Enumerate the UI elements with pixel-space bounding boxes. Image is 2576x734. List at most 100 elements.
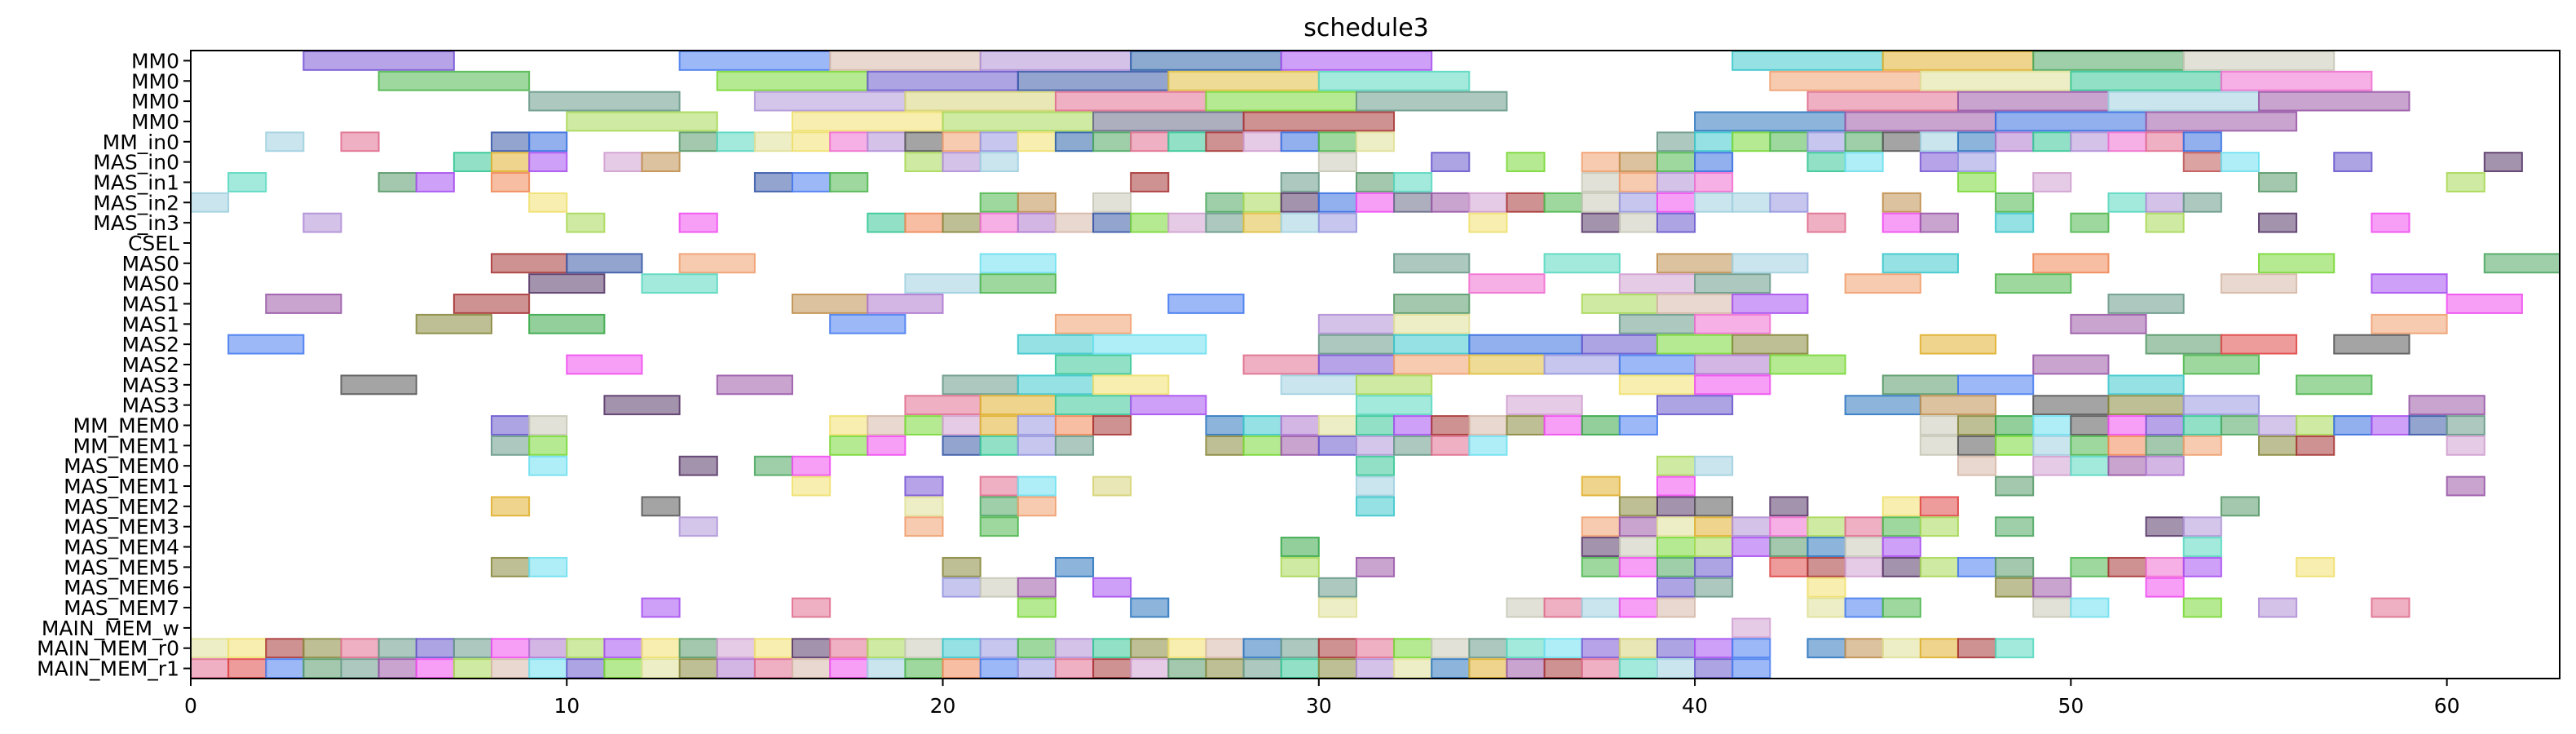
task-bar-485 <box>1618 638 1658 659</box>
task-bar-378 <box>1844 516 1884 537</box>
task-bar-5 <box>1280 50 1433 71</box>
task-bar-121 <box>979 192 1019 213</box>
task-bar-202 <box>1581 294 1658 314</box>
task-bar-257 <box>979 395 1056 416</box>
task-bar-71 <box>1995 131 2035 153</box>
task-bar-476 <box>1280 638 1320 659</box>
task-bar-95 <box>1956 152 1997 173</box>
task-bar-49 <box>904 131 944 153</box>
y-tick-label: MAS_MEM5 <box>64 555 179 579</box>
task-bar-307 <box>528 435 568 456</box>
task-bar-74 <box>2107 131 2147 153</box>
task-bar-522 <box>1205 658 1245 679</box>
task-bar-114 <box>1694 172 1734 192</box>
y-tick-label: MM0 <box>131 90 179 113</box>
task-bar-214 <box>1694 313 1771 334</box>
task-bar-521 <box>1167 658 1207 679</box>
task-bar-97 <box>2220 152 2260 173</box>
task-bar-27 <box>1956 91 2110 112</box>
task-bar-201 <box>1393 294 1471 314</box>
task-bar-156 <box>1167 212 1207 233</box>
task-bar-229 <box>2333 334 2411 355</box>
task-bar-56 <box>1167 131 1207 153</box>
task-bar-53 <box>1054 131 1095 153</box>
task-bar-458 <box>603 638 643 659</box>
y-tick-label: MAS_MEM0 <box>64 454 179 478</box>
task-bar-1 <box>678 50 831 71</box>
task-bar-15 <box>1317 70 1471 91</box>
task-bar-18 <box>2070 70 2222 91</box>
task-bar-87 <box>1506 152 1546 173</box>
task-bar-349 <box>1092 475 1132 497</box>
y-tick-label: MM_MEM0 <box>73 414 179 438</box>
task-bar-79 <box>528 152 568 173</box>
task-bar-183 <box>2257 253 2336 274</box>
task-bar-363 <box>1694 496 1734 517</box>
task-bar-60 <box>1317 131 1357 153</box>
task-bar-165 <box>1806 212 1846 233</box>
task-bar-137 <box>1694 192 1734 213</box>
task-bar-406 <box>1806 556 1846 577</box>
task-bar-25 <box>1355 91 1508 112</box>
task-bar-324 <box>1995 435 2035 456</box>
task-bar-219 <box>1092 334 1207 355</box>
task-bar-45 <box>753 131 794 153</box>
task-bar-340 <box>1956 455 1997 476</box>
task-bar-289 <box>1581 415 1621 436</box>
y-tick-label: MAS3 <box>122 374 179 397</box>
task-bar-270 <box>528 415 568 436</box>
task-bar-260 <box>1355 395 1433 416</box>
task-bar-180 <box>1731 253 1809 274</box>
task-bar-92 <box>1806 152 1846 173</box>
task-bar-122 <box>1017 192 1056 213</box>
task-bar-299 <box>2220 415 2260 436</box>
task-bar-101 <box>377 172 417 192</box>
task-bar-31 <box>792 111 944 132</box>
task-bar-309 <box>867 435 906 456</box>
task-bar-102 <box>415 172 455 192</box>
task-bar-459 <box>641 638 681 659</box>
task-bar-110 <box>1393 172 1433 192</box>
task-bar-118 <box>2446 172 2486 192</box>
task-bar-54 <box>1092 131 1132 153</box>
x-tick-label: 60 <box>2434 694 2460 718</box>
task-bar-119 <box>190 192 230 213</box>
task-bar-142 <box>2107 192 2147 213</box>
task-bar-98 <box>2333 152 2373 173</box>
task-bar-397 <box>942 556 981 577</box>
task-bar-85 <box>1317 152 1357 173</box>
task-bar-401 <box>1581 556 1621 577</box>
task-bar-304 <box>2408 415 2448 436</box>
task-bar-305 <box>2446 415 2486 436</box>
task-bar-158 <box>1242 212 1282 233</box>
task-bar-59 <box>1280 131 1320 153</box>
task-bar-314 <box>1205 435 1245 456</box>
task-bar-370 <box>979 516 1019 537</box>
task-bar-354 <box>2446 475 2486 497</box>
task-bar-503 <box>491 658 531 679</box>
task-bar-132 <box>1506 192 1546 213</box>
task-bar-169 <box>2070 212 2110 233</box>
task-bar-261 <box>1506 395 1583 416</box>
task-bar-491 <box>1881 638 1921 659</box>
task-bar-291 <box>1919 415 1959 436</box>
x-tick-label: 30 <box>1306 694 1332 718</box>
task-bar-393 <box>1881 537 1921 557</box>
task-bar-286 <box>1468 415 1508 436</box>
task-bar-246 <box>1092 374 1170 396</box>
task-bar-38 <box>2145 111 2298 132</box>
task-bar-317 <box>1317 435 1357 456</box>
task-bar-446 <box>1731 617 1771 639</box>
task-bar-14 <box>1167 70 1320 91</box>
task-bar-301 <box>2296 415 2336 436</box>
task-bar-224 <box>1656 334 1734 355</box>
task-bar-111 <box>1581 172 1621 192</box>
task-bar-489 <box>1806 638 1846 659</box>
y-tick-label: MM0 <box>131 69 179 93</box>
task-bar-396 <box>528 556 568 577</box>
task-bar-331 <box>2296 435 2336 456</box>
task-bar-531 <box>1543 658 1583 679</box>
task-bar-333 <box>528 455 568 476</box>
task-bar-332 <box>2446 435 2486 456</box>
